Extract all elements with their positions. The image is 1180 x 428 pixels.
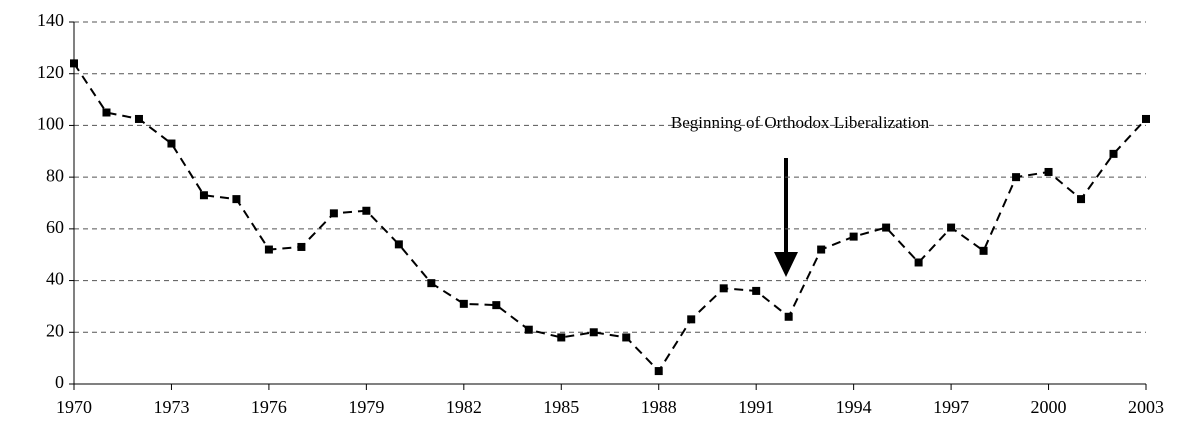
x-tick-label: 1991: [738, 397, 774, 417]
y-tick-label: 100: [37, 114, 64, 134]
series-line: [73, 62, 1147, 373]
annotation: Beginning of Orthodox Liberalization: [671, 113, 930, 132]
point: [297, 242, 306, 251]
point: [1044, 167, 1053, 176]
y-tick-label: 20: [46, 320, 64, 340]
point: [719, 284, 728, 293]
point: [70, 59, 78, 68]
point: [654, 367, 663, 376]
point: [979, 246, 988, 255]
point: [589, 328, 598, 337]
point: [849, 232, 858, 241]
point: [914, 258, 923, 267]
point: [784, 312, 793, 321]
x-tick-label: 1976: [251, 397, 287, 417]
point: [947, 223, 956, 232]
y-tick-label: 0: [55, 372, 64, 392]
point: [557, 333, 566, 342]
point: [1077, 195, 1086, 204]
y-tick-label: 40: [46, 269, 64, 289]
point: [817, 245, 826, 254]
point: [102, 108, 111, 117]
x-tick-label: 1979: [348, 397, 384, 417]
point: [427, 279, 436, 288]
y-tick-label: 140: [37, 10, 64, 30]
point: [167, 139, 176, 148]
point: [264, 245, 273, 254]
y-tick-label: 80: [46, 165, 64, 185]
point: [199, 191, 208, 200]
point: [687, 315, 696, 324]
x-tick-label: 1988: [641, 397, 677, 417]
point: [492, 301, 501, 310]
x-tick-label: 1994: [836, 397, 872, 417]
x-tick-label: 1997: [933, 397, 969, 417]
y-tick-label: 120: [37, 62, 64, 82]
point: [232, 195, 241, 204]
y-tick-label: 60: [46, 217, 64, 237]
point: [1109, 149, 1118, 158]
point: [134, 114, 143, 123]
x-tick-label: 1982: [446, 397, 482, 417]
x-tick-label: 1985: [543, 397, 579, 417]
x-tick-label: 2000: [1031, 397, 1067, 417]
point: [622, 333, 631, 342]
x-tick-label: 2003: [1128, 397, 1164, 417]
point: [329, 209, 338, 218]
point: [1142, 114, 1150, 123]
point: [524, 325, 533, 334]
x-tick-label: 1973: [153, 397, 189, 417]
point: [882, 223, 891, 232]
point: [394, 240, 403, 249]
point: [362, 206, 371, 215]
point: [1012, 173, 1021, 182]
point: [752, 286, 761, 295]
point: [459, 299, 468, 308]
annotation-arrow-head: [774, 252, 798, 277]
x-tick-label: 1970: [56, 397, 92, 417]
